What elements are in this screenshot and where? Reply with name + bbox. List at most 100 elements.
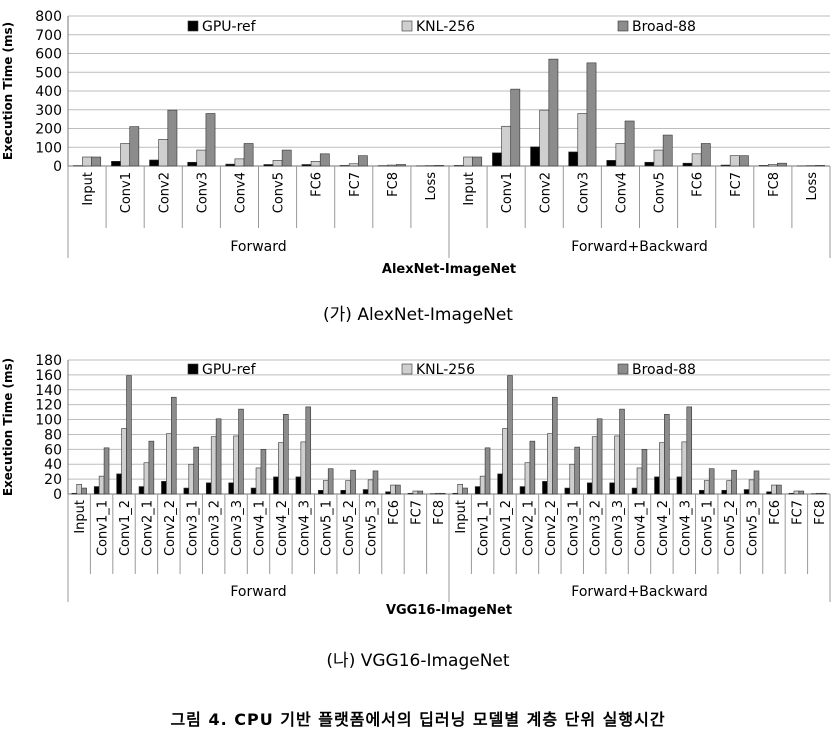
knl-256-bar bbox=[457, 484, 463, 495]
broad-88-bar bbox=[641, 449, 648, 495]
y-tick-label: 0 bbox=[53, 487, 62, 503]
legend-knl-256-label: KNL-256 bbox=[416, 19, 475, 35]
broad-88-bar bbox=[662, 134, 673, 167]
broad-88-bar bbox=[358, 155, 368, 167]
category-label: Conv4_1 bbox=[253, 500, 268, 556]
broad-88-bar bbox=[574, 446, 580, 495]
knl-256-bar bbox=[767, 164, 778, 167]
broad-88-bar bbox=[171, 396, 177, 495]
broad-88-bar bbox=[507, 375, 513, 495]
legend-knl-256-label: KNL-256 bbox=[416, 362, 475, 378]
category-label: Conv3_3 bbox=[230, 500, 245, 556]
knl-256-bar bbox=[196, 149, 207, 167]
category-label: Input bbox=[73, 500, 88, 534]
y-tick-label: 40 bbox=[44, 457, 62, 473]
knl-256-bar bbox=[614, 435, 620, 495]
knl-256-bar bbox=[82, 156, 92, 167]
knl-256-bar bbox=[577, 113, 588, 167]
category-label: Conv1 bbox=[119, 172, 134, 213]
knl-256-bar bbox=[681, 441, 688, 495]
category-label: Loss bbox=[805, 172, 820, 201]
category-label: Conv3 bbox=[576, 172, 591, 213]
category-label: Loss bbox=[424, 172, 439, 201]
knl-256-bar bbox=[234, 158, 245, 167]
knl-256-bar bbox=[390, 484, 396, 495]
gpu-ref-bar bbox=[407, 492, 414, 495]
gpu-ref-bar bbox=[183, 487, 190, 495]
gpu-ref-bar bbox=[205, 482, 212, 495]
broad-88-bar bbox=[243, 143, 254, 167]
broad-88-bar bbox=[510, 88, 521, 167]
y-tick-label: 800 bbox=[35, 9, 62, 25]
gpu-ref-bar bbox=[606, 160, 617, 167]
category-label: Conv1_1 bbox=[477, 500, 492, 556]
legend-broad-88-swatch bbox=[617, 20, 629, 32]
broad-88-bar bbox=[753, 470, 760, 495]
broad-88-bar bbox=[148, 440, 155, 495]
y-tick-label: 20 bbox=[44, 472, 62, 488]
knl-256-bar bbox=[591, 436, 598, 495]
broad-88-bar bbox=[372, 470, 379, 495]
category-label: FC8 bbox=[386, 172, 401, 197]
knl-256-bar bbox=[653, 149, 664, 167]
knl-256-bar bbox=[300, 441, 307, 495]
knl-256-bar bbox=[479, 475, 486, 495]
knl-256-bar bbox=[255, 467, 262, 495]
broad-88-bar bbox=[417, 490, 424, 495]
gpu-ref-bar bbox=[385, 491, 391, 495]
knl-256-bar bbox=[278, 442, 284, 495]
gpu-ref-bar bbox=[542, 481, 548, 495]
alexnet-chart: 0 100 200 300 400 500 600 700 800 Execution Time … bbox=[1, 9, 831, 277]
broad-88-bar bbox=[281, 149, 292, 167]
y-tick-label: 300 bbox=[35, 103, 62, 119]
gpu-ref-bar bbox=[318, 489, 324, 495]
y-tick-label: 500 bbox=[35, 65, 62, 81]
broad-88-bar bbox=[395, 484, 401, 495]
broad-88-bar bbox=[215, 418, 222, 495]
knl-256-bar bbox=[120, 143, 131, 167]
knl-256-bar bbox=[386, 164, 397, 167]
category-label: Conv5_1 bbox=[701, 500, 716, 556]
category-label: Conv4_2 bbox=[275, 500, 290, 556]
category-label: Conv4_2 bbox=[656, 500, 671, 556]
category-label: Conv3_2 bbox=[589, 500, 604, 556]
knl-256-bar bbox=[166, 433, 172, 495]
category-label: FC6 bbox=[768, 500, 783, 525]
knl-256-bar bbox=[729, 155, 740, 167]
broad-88-bar bbox=[552, 396, 558, 495]
legend-broad-88-label: Broad-88 bbox=[632, 19, 696, 35]
knl-256-bar bbox=[691, 153, 702, 167]
y-tick-label: 160 bbox=[35, 368, 62, 384]
broad-88-bar bbox=[260, 449, 267, 495]
category-label: Conv5_1 bbox=[320, 500, 335, 556]
chart-subtitle: VGG16-ImageNet bbox=[386, 603, 512, 618]
figure-caption: 그림 4. CPU 기반 플랫폼에서의 딥러닝 모델별 계층 단위 실행시간 bbox=[170, 710, 666, 729]
gpu-ref-bar bbox=[138, 486, 145, 495]
category-label: FC7 bbox=[409, 500, 424, 525]
broad-88-bar bbox=[327, 468, 334, 495]
category-label: Conv3_2 bbox=[208, 500, 223, 556]
knl-256-bar bbox=[547, 433, 553, 495]
gpu-ref-bar bbox=[743, 489, 750, 495]
category-label: Conv3_1 bbox=[566, 500, 581, 556]
category-label: Conv1_1 bbox=[96, 500, 111, 556]
knl-256-bar bbox=[703, 480, 710, 495]
y-tick-label: 400 bbox=[35, 84, 62, 100]
gpu-ref-bar bbox=[161, 481, 167, 495]
y-tick-label: 140 bbox=[35, 383, 62, 399]
group-label-forward-backward: Forward+Backward bbox=[571, 584, 707, 600]
y-tick-label: 200 bbox=[35, 122, 62, 138]
legend-knl-256-swatch bbox=[401, 20, 413, 32]
broad-88-bar bbox=[664, 414, 670, 495]
broad-88-bar bbox=[167, 109, 178, 167]
y-tick-label: 100 bbox=[35, 413, 62, 429]
gpu-ref-bar bbox=[682, 162, 693, 167]
knl-256-bar bbox=[98, 475, 105, 495]
category-label: FC8 bbox=[767, 172, 782, 197]
knl-256-bar bbox=[272, 160, 283, 167]
knl-256-bar bbox=[771, 484, 777, 495]
knl-256-bar bbox=[345, 480, 351, 495]
broad-88-bar bbox=[529, 440, 536, 495]
broad-88-bar bbox=[193, 446, 199, 495]
y-tick-label: 60 bbox=[44, 442, 62, 458]
